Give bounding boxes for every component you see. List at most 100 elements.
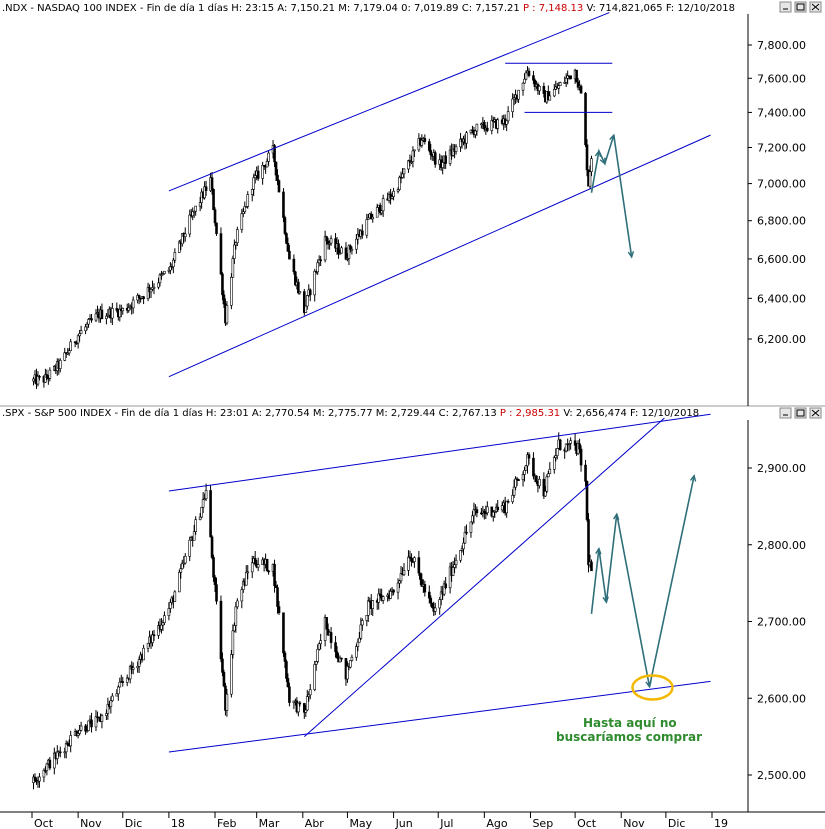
spx-candle [246,565,250,580]
ndx-plot: 6,200.00 6,400.00 6,600.00 6,800.00 7,000.00… [32,12,806,389]
spx-candle [231,624,235,659]
annotation-line-2: buscaríamos comprar [556,730,702,744]
spx-candle [319,633,322,650]
ndx-candle [361,224,364,239]
ndx-candle [79,325,83,334]
spx-candle [45,762,49,776]
time-axis-label: 18 [171,817,185,829]
ndx-candle [76,334,80,349]
spx-candle [350,654,354,662]
ndx-candle [87,318,90,328]
spx-candle [100,713,104,729]
spx-candle [361,618,364,631]
spx-candle [355,643,358,661]
spx-candle [463,526,467,544]
spx-candle [402,563,406,577]
time-axis-label: Jun [395,817,413,829]
spx-candle [273,559,276,593]
spx-candle [230,650,233,698]
spx-candle [585,480,589,522]
ndx-candle [131,296,135,314]
spx-candle [221,652,224,677]
ndx-candle [505,120,508,132]
spx-candle [169,599,172,613]
ndx-candle [411,146,415,168]
spx-candle [410,553,413,567]
spx-candle [329,627,333,649]
spx-candle [209,485,212,538]
spx-candle [558,438,562,451]
spx-projection-arrowhead [595,546,602,555]
spx-candle [454,554,458,569]
ndx-candle [283,215,287,236]
ndx-candle [338,249,342,255]
spx-candle [142,644,145,661]
spx-upper-channel-line [168,413,711,492]
ndx-candle [277,179,281,193]
spx-candle [349,660,352,669]
spx-candle [118,677,122,688]
ndx-candle [36,371,40,387]
spx-candle [151,630,154,647]
spx-candle [85,724,89,733]
ndx-candle [151,280,154,291]
spx-candle [442,580,446,597]
ndx-candle [365,213,369,239]
spx-candle [276,584,279,614]
minimize-icon[interactable] [779,407,792,419]
ndx-candle [121,307,125,315]
ndx-candle [261,161,264,185]
spx-candle [459,550,462,563]
ndx-candle [511,93,514,118]
spx-candle [512,479,516,499]
ndx-candle [118,304,122,322]
ndx-candle [334,233,337,253]
ndx-candle [523,73,526,84]
spx-candle [210,535,214,560]
ndx-candle [329,235,333,246]
minimize-icon[interactable] [779,1,792,13]
ndx-projection-arrowhead [599,157,606,166]
spx-candle [444,577,447,590]
spx-window-buttons[interactable] [779,407,822,419]
spx-ytick-label: 2,900.00 [757,462,806,475]
spx-candle [399,566,403,584]
ndx-candle [69,338,72,352]
spx-candle [359,617,363,641]
ndx-candle [194,205,197,216]
spx-projection-path [590,475,695,687]
ndx-candle [215,222,218,236]
spx-candle [527,452,531,465]
ndx-candle [579,84,583,94]
maximize-icon[interactable] [794,407,807,419]
ndx-candle [392,187,395,201]
maximize-icon[interactable] [794,1,807,13]
ndx-projection-arrowhead [627,251,635,259]
ndx-candle [213,207,217,227]
ndx-candle [285,232,288,245]
ndx-candle [527,67,531,78]
spx-candle [417,550,421,576]
spx-candle [48,756,52,771]
spx-ytick-label: 2,800.00 [757,539,806,552]
spx-candle [579,445,583,472]
ndx-candle [94,309,98,323]
spx-candle [346,661,349,683]
spx-candle [423,580,427,597]
ndx-window-buttons[interactable] [779,1,822,13]
time-axis-label: May [349,817,372,829]
spx-candle [325,617,328,630]
spx-candle [267,569,270,575]
ndx-candle [304,305,308,313]
ndx-candle [149,288,153,298]
ndx-candle [538,85,541,95]
ndx-upper-channel-line [168,12,610,192]
ndx-candle [337,239,340,259]
spx-candle [545,474,549,494]
spx-candle [313,660,317,692]
ndx-candle [236,226,239,247]
ndx-candle [142,295,145,305]
spx-candle [240,586,244,609]
spx-candle [517,478,520,481]
ndx-candle [433,150,437,168]
